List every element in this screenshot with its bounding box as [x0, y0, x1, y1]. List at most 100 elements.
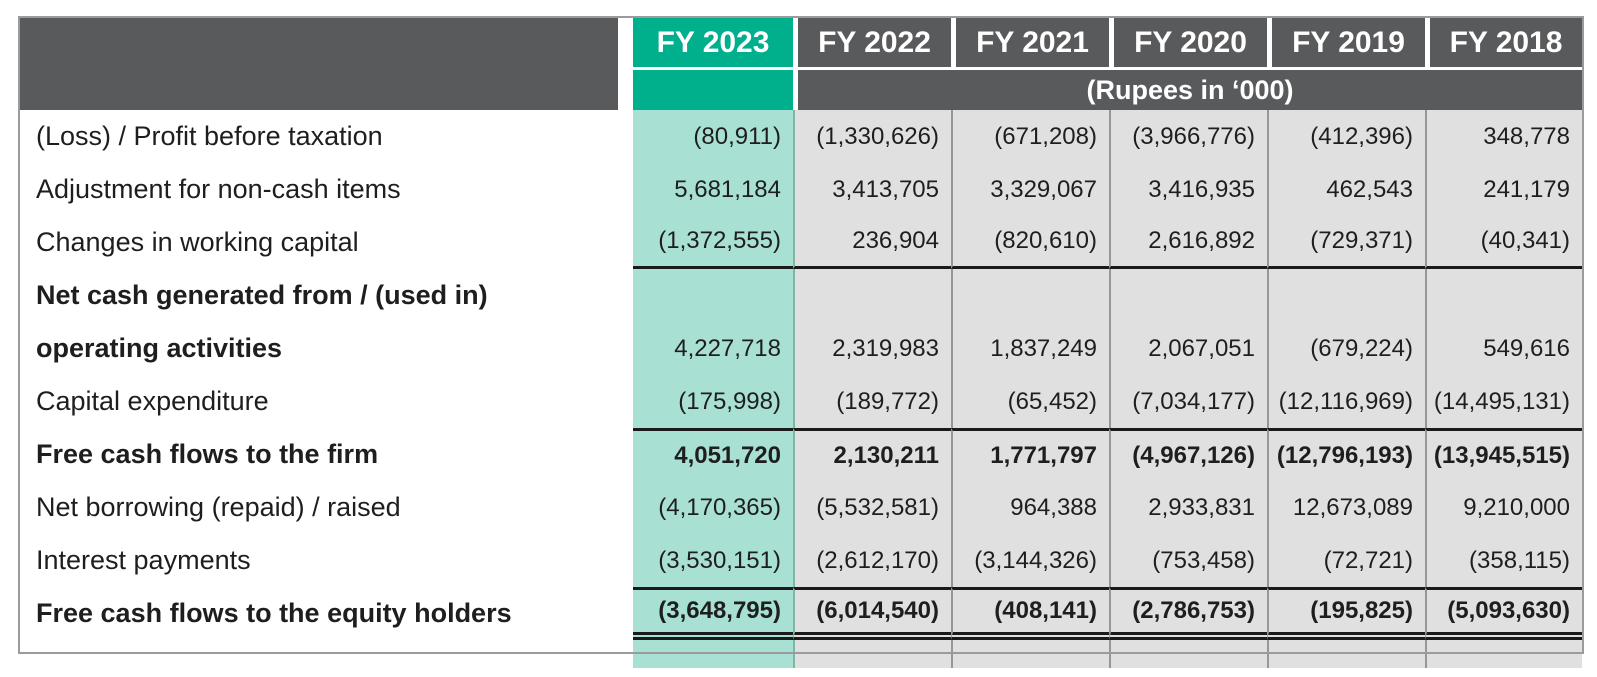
cell-value: (412,396): [1267, 110, 1425, 163]
table-row: Net cash generated from / (used in): [20, 269, 1582, 322]
cell-value: 9,210,000: [1425, 481, 1582, 534]
strip-cell: [1109, 640, 1267, 652]
cell-value: [951, 269, 1109, 322]
strip-cell: [633, 640, 793, 652]
cell-value: 3,413,705: [793, 163, 951, 216]
header-corner-cell: [20, 18, 633, 110]
strip-cell: [1425, 640, 1582, 652]
cell-value: (3,144,326): [951, 534, 1109, 587]
cell-value: 241,179: [1425, 163, 1582, 216]
cell-value: [1425, 269, 1582, 322]
cell-value: (12,116,969): [1267, 375, 1425, 428]
cell-value: 3,416,935: [1109, 163, 1267, 216]
strip-fy2018: [1425, 654, 1582, 668]
strip-fy2020: [1109, 654, 1267, 668]
row-label: Interest payments: [20, 534, 633, 587]
cell-value: 2,067,051: [1109, 322, 1267, 375]
column-header-fy2021: FY 2021: [951, 18, 1109, 70]
strip-fy2022: [793, 654, 951, 668]
column-header-fy2019: FY 2019: [1267, 18, 1425, 70]
cell-value: (5,532,581): [793, 481, 951, 534]
cash-flow-table: FY 2023 FY 2022 FY 2021 FY 2020 FY 2019 …: [18, 16, 1584, 654]
cell-value: (753,458): [1109, 534, 1267, 587]
cell-value: (729,371): [1267, 216, 1425, 269]
strip-cell: [951, 640, 1109, 652]
financial-table: FY 2023 FY 2022 FY 2021 FY 2020 FY 2019 …: [20, 18, 1582, 652]
cell-value: 2,616,892: [1109, 216, 1267, 269]
row-label: Free cash flows to the equity holders: [20, 587, 633, 640]
cell-value: (3,648,795): [633, 587, 793, 640]
strip-cell: [20, 640, 633, 652]
table-row: Free cash flows to the equity holders (3…: [20, 587, 1582, 640]
table-row: Free cash flows to the firm 4,051,720 2,…: [20, 428, 1582, 481]
cell-value: [1267, 269, 1425, 322]
table-row: Capital expenditure (175,998) (189,772) …: [20, 375, 1582, 428]
table-row: (Loss) / Profit before taxation (80,911)…: [20, 110, 1582, 163]
cell-value: (1,372,555): [633, 216, 793, 269]
cell-value: 5,681,184: [633, 163, 793, 216]
cell-value: 2,130,211: [793, 428, 951, 481]
cell-value: (175,998): [633, 375, 793, 428]
strip-fy2023: [633, 654, 793, 668]
column-header-fy2022: FY 2022: [793, 18, 951, 70]
cell-value: 1,837,249: [951, 322, 1109, 375]
row-label: Free cash flows to the firm: [20, 428, 633, 481]
cell-value: 1,771,797: [951, 428, 1109, 481]
cell-value: (5,093,630): [1425, 587, 1582, 640]
cell-value: (72,721): [1267, 534, 1425, 587]
cell-value: 12,673,089: [1267, 481, 1425, 534]
cell-value: (189,772): [793, 375, 951, 428]
cell-value: 236,904: [793, 216, 951, 269]
cell-value: [793, 269, 951, 322]
cell-value: 3,329,067: [951, 163, 1109, 216]
cell-value: 2,933,831: [1109, 481, 1267, 534]
cell-value: (820,610): [951, 216, 1109, 269]
cell-value: 348,778: [1425, 110, 1582, 163]
table-row: operating activities 4,227,718 2,319,983…: [20, 322, 1582, 375]
strip-cell: [793, 640, 951, 652]
cell-value: (6,014,540): [793, 587, 951, 640]
cell-value: (40,341): [1425, 216, 1582, 269]
table-row: Interest payments (3,530,151) (2,612,170…: [20, 534, 1582, 587]
cell-value: (671,208): [951, 110, 1109, 163]
cell-value: (4,170,365): [633, 481, 793, 534]
cell-value: 549,616: [1425, 322, 1582, 375]
strip-label-area: [18, 654, 633, 668]
cell-value: (408,141): [951, 587, 1109, 640]
cell-value: (7,034,177): [1109, 375, 1267, 428]
column-header-fy2020: FY 2020: [1109, 18, 1267, 70]
strip-fy2021: [951, 654, 1109, 668]
cell-value: 964,388: [951, 481, 1109, 534]
cell-value: (65,452): [951, 375, 1109, 428]
table-bottom-strip: [20, 640, 1582, 652]
table-row: Changes in working capital (1,372,555) 2…: [20, 216, 1582, 269]
cell-value: 2,319,983: [793, 322, 951, 375]
cell-value: (12,796,193): [1267, 428, 1425, 481]
cell-value: (1,330,626): [793, 110, 951, 163]
row-label: operating activities: [20, 322, 633, 375]
row-label: Adjustment for non-cash items: [20, 163, 633, 216]
row-label: Capital expenditure: [20, 375, 633, 428]
cell-value: 4,227,718: [633, 322, 793, 375]
cell-value: (679,224): [1267, 322, 1425, 375]
row-label: (Loss) / Profit before taxation: [20, 110, 633, 163]
cell-value: (3,966,776): [1109, 110, 1267, 163]
cutoff-column-strip: [18, 654, 1582, 668]
column-header-fy2023: FY 2023: [633, 18, 793, 70]
cell-value: 462,543: [1267, 163, 1425, 216]
row-label: Net cash generated from / (used in): [20, 269, 633, 322]
table-row: Adjustment for non-cash items 5,681,184 …: [20, 163, 1582, 216]
cell-value: (13,945,515): [1425, 428, 1582, 481]
cell-value: [633, 269, 793, 322]
units-label: (Rupees in ‘000): [793, 70, 1582, 110]
cell-value: [1109, 269, 1267, 322]
cell-value: (3,530,151): [633, 534, 793, 587]
header-row-years: FY 2023 FY 2022 FY 2021 FY 2020 FY 2019 …: [20, 18, 1582, 110]
cell-value: (14,495,131): [1425, 375, 1582, 428]
strip-fy2019: [1267, 654, 1425, 668]
cell-value: (2,612,170): [793, 534, 951, 587]
header-row-units: (Rupees in ‘000): [20, 70, 1582, 110]
strip-cell: [1267, 640, 1425, 652]
cell-value: (80,911): [633, 110, 793, 163]
table-row: Net borrowing (repaid) / raised (4,170,3…: [20, 481, 1582, 534]
